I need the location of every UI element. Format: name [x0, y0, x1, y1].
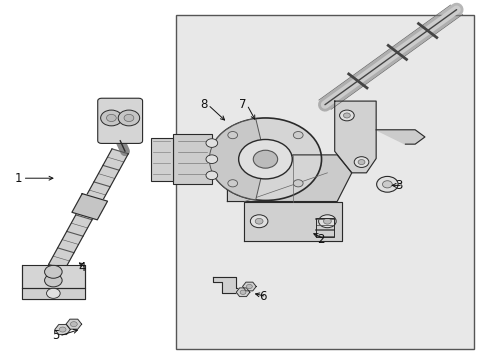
- Text: 4: 4: [79, 261, 86, 274]
- Polygon shape: [242, 282, 256, 291]
- Circle shape: [382, 181, 391, 188]
- Circle shape: [44, 265, 62, 278]
- Circle shape: [250, 215, 267, 228]
- FancyBboxPatch shape: [98, 98, 142, 143]
- Polygon shape: [244, 202, 341, 241]
- Bar: [316, 218, 333, 237]
- Circle shape: [376, 176, 397, 192]
- Circle shape: [227, 180, 237, 187]
- Bar: [176, 15, 473, 348]
- Text: 8: 8: [200, 98, 207, 111]
- Polygon shape: [72, 194, 107, 220]
- Circle shape: [323, 219, 330, 224]
- Circle shape: [70, 321, 77, 327]
- Circle shape: [293, 131, 303, 139]
- Polygon shape: [227, 155, 351, 202]
- Bar: [21, 265, 85, 288]
- Circle shape: [205, 171, 217, 180]
- Circle shape: [227, 131, 237, 139]
- Polygon shape: [21, 288, 85, 300]
- Polygon shape: [55, 325, 70, 334]
- Text: 7: 7: [239, 98, 246, 111]
- Circle shape: [343, 113, 349, 118]
- Circle shape: [101, 110, 122, 126]
- Circle shape: [44, 274, 62, 287]
- Circle shape: [246, 284, 252, 289]
- Text: 3: 3: [395, 179, 402, 192]
- Circle shape: [209, 118, 321, 201]
- Circle shape: [205, 155, 217, 163]
- Polygon shape: [236, 288, 249, 297]
- Polygon shape: [212, 277, 244, 293]
- Bar: [172, 134, 211, 184]
- Circle shape: [205, 139, 217, 147]
- Text: 2: 2: [317, 233, 325, 246]
- Circle shape: [46, 288, 60, 298]
- Polygon shape: [48, 149, 128, 269]
- Text: 6: 6: [259, 290, 266, 303]
- Polygon shape: [375, 130, 424, 144]
- Circle shape: [255, 219, 263, 224]
- Circle shape: [253, 150, 277, 168]
- Circle shape: [240, 290, 245, 294]
- Bar: [151, 138, 172, 181]
- Circle shape: [124, 114, 134, 122]
- Wedge shape: [209, 118, 265, 200]
- Text: 5: 5: [52, 329, 59, 342]
- Circle shape: [357, 159, 364, 165]
- Circle shape: [118, 110, 140, 126]
- Circle shape: [353, 157, 368, 167]
- Text: 1: 1: [15, 172, 22, 185]
- Polygon shape: [334, 101, 375, 173]
- Circle shape: [238, 139, 292, 179]
- Circle shape: [293, 180, 303, 187]
- Circle shape: [106, 114, 116, 122]
- Polygon shape: [66, 319, 81, 329]
- Circle shape: [318, 215, 335, 228]
- Circle shape: [339, 110, 353, 121]
- Circle shape: [59, 327, 66, 332]
